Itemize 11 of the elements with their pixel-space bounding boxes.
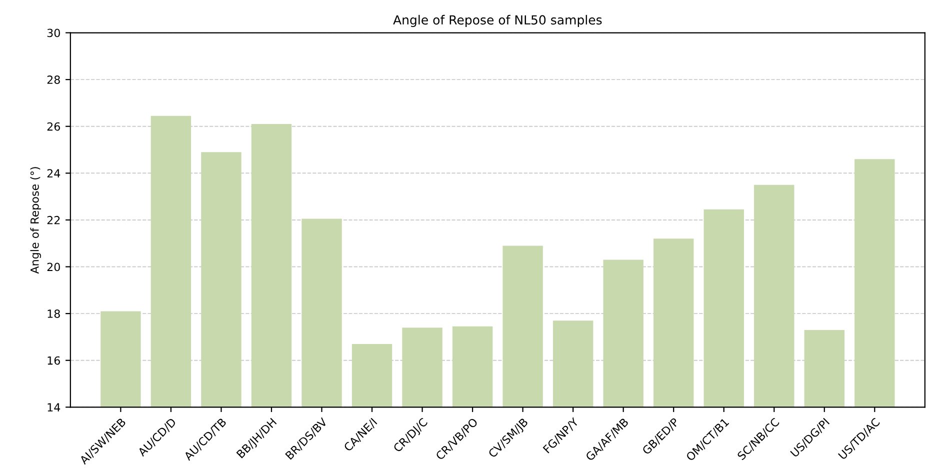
- y-tick-label: 20: [47, 262, 60, 272]
- y-tick-label: 26: [47, 122, 60, 131]
- y-tick-label: 18: [48, 310, 60, 318]
- y-tick-label: 28: [47, 76, 60, 84]
- y-tick-label: 24: [47, 169, 60, 178]
- chart-title: Angle of Repose of NL50 samples: [393, 14, 602, 28]
- y-tick-label: 30: [47, 28, 60, 38]
- y-tick-label: 16: [48, 356, 60, 365]
- y-axis-title: Angle of Repose (°): [30, 167, 42, 274]
- y-tick-label: 22: [47, 216, 60, 224]
- y-tick-label: 14: [48, 403, 60, 412]
